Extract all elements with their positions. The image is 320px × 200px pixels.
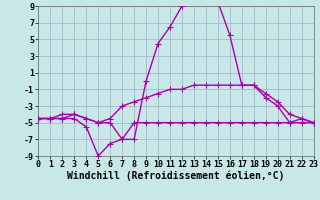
X-axis label: Windchill (Refroidissement éolien,°C): Windchill (Refroidissement éolien,°C) xyxy=(67,171,285,181)
